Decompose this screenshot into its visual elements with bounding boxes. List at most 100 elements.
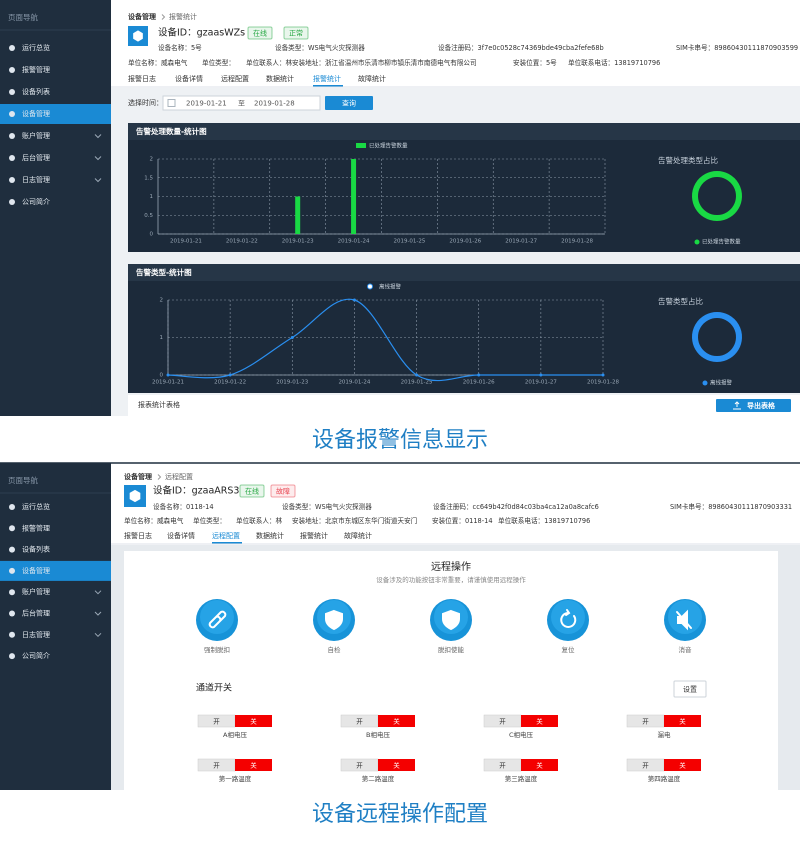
- status-tag: [283, 26, 309, 40]
- x-tick-label: 2019-01-28: [561, 239, 593, 245]
- tab[interactable]: 报警日志: [124, 531, 152, 540]
- switch-on-text[interactable]: 开: [356, 762, 363, 770]
- menu-item[interactable]: 账户管理: [22, 131, 50, 140]
- menu-icon: [9, 631, 15, 638]
- remote-button-label[interactable]: 强制脱扣: [204, 645, 230, 654]
- settings-button[interactable]: [673, 680, 707, 698]
- tab-underline: [313, 85, 343, 87]
- menu-item[interactable]: 后台管理: [22, 153, 50, 162]
- status-tag: [247, 26, 273, 40]
- remote-button-label[interactable]: 脱扣使能: [438, 645, 465, 654]
- remote-button-label[interactable]: 自检: [328, 645, 342, 654]
- tab[interactable]: 设备详情: [167, 531, 195, 540]
- switch-off-text[interactable]: 关: [536, 717, 543, 726]
- menu-icon: [9, 653, 15, 660]
- switch-on-text[interactable]: 开: [213, 718, 220, 726]
- switch-off-text[interactable]: 关: [536, 761, 543, 770]
- tab[interactable]: 故障统计: [358, 74, 386, 83]
- switch-on-part[interactable]: [235, 759, 272, 771]
- menu-item[interactable]: 运行总览: [22, 43, 50, 52]
- x-tick-label: 2019-01-23: [276, 380, 308, 386]
- pie-title: 告警类型占比: [658, 296, 703, 306]
- menu-item[interactable]: 报警管理: [22, 65, 50, 74]
- menu-item[interactable]: 运行总览: [22, 502, 50, 511]
- channel-label: C相电压: [509, 730, 534, 739]
- export-button-text[interactable]: 导出表格: [747, 401, 776, 410]
- legend-text: 离线报警: [710, 379, 733, 387]
- tab[interactable]: 报警日志: [128, 74, 156, 83]
- menu-icon: [9, 504, 15, 510]
- switch-on-part[interactable]: [521, 715, 558, 727]
- tab[interactable]: 故障统计: [344, 531, 372, 540]
- tab[interactable]: 数据统计: [266, 74, 294, 83]
- tab[interactable]: 远程配置: [212, 531, 240, 540]
- tab[interactable]: 数据统计: [256, 531, 284, 540]
- breadcrumb: 远程配置: [165, 472, 193, 481]
- tab[interactable]: 远程配置: [221, 74, 249, 83]
- tab[interactable]: 设备详情: [175, 74, 203, 83]
- x-tick-label: 2019-01-21: [152, 380, 184, 386]
- settings-button-text[interactable]: 设置: [683, 685, 697, 694]
- sidebar: [0, 0, 111, 416]
- menu-item[interactable]: 后台管理: [22, 609, 50, 618]
- switch-off-text[interactable]: 关: [393, 717, 400, 726]
- info-field: 单位联系人：林: [236, 516, 283, 525]
- tab[interactable]: 报警统计: [313, 74, 341, 83]
- chart-title: 告警处理数量-统计图: [136, 126, 207, 136]
- switch-on-text[interactable]: 开: [499, 762, 506, 770]
- switch-on-text[interactable]: 开: [642, 718, 649, 726]
- menu-item[interactable]: 报警管理: [22, 523, 50, 532]
- export-icon: [733, 401, 741, 410]
- switch-off-text[interactable]: 关: [679, 761, 686, 770]
- legend-text: 离线报警: [379, 283, 402, 291]
- info-field: SIM卡串号：89860430111870903331: [670, 502, 792, 511]
- switch-on-text[interactable]: 开: [213, 762, 220, 770]
- menu-item[interactable]: 设备管理: [22, 566, 50, 575]
- x-tick-label: 2019-01-23: [282, 239, 314, 245]
- menu-item[interactable]: 设备列表: [22, 545, 50, 554]
- chart-panel: [128, 123, 800, 252]
- point: [290, 336, 294, 339]
- menu-item[interactable]: 日志管理: [22, 630, 50, 639]
- legend-text: 已处理告警数量: [369, 142, 408, 150]
- switch-off-text[interactable]: 关: [393, 761, 400, 770]
- tab[interactable]: 报警统计: [300, 531, 328, 540]
- query-button-text[interactable]: 查询: [342, 99, 356, 108]
- switch-on-text[interactable]: 开: [356, 718, 363, 726]
- date-input: [162, 95, 321, 111]
- menu-item[interactable]: 公司简介: [22, 197, 50, 206]
- point: [601, 373, 605, 377]
- section-title: 远程操作: [431, 560, 471, 573]
- switch-on-part[interactable]: [378, 759, 415, 771]
- switch-on-part[interactable]: [378, 715, 415, 727]
- device-icon-glyph: [133, 30, 143, 42]
- menu-item[interactable]: 公司简介: [22, 651, 50, 660]
- switch-on-text[interactable]: 开: [642, 762, 649, 770]
- info-field: 设备名称：5号: [158, 43, 202, 52]
- switch-on-part[interactable]: [664, 759, 701, 771]
- switch-off-text[interactable]: 关: [250, 761, 257, 770]
- query-button[interactable]: [325, 96, 373, 110]
- switch-off-text[interactable]: 关: [679, 717, 686, 726]
- tab-underline: [212, 542, 242, 544]
- channel-label: 第一路温度: [219, 774, 252, 783]
- date-end[interactable]: 2019-01-28: [254, 100, 295, 108]
- menu-icon: [9, 589, 15, 596]
- switch-on-part[interactable]: [664, 715, 701, 727]
- point: [477, 373, 481, 377]
- switch-on-part[interactable]: [235, 715, 272, 727]
- switch-on-part[interactable]: [521, 759, 558, 771]
- remote-button-icon: [208, 610, 227, 629]
- remote-button-label[interactable]: 消音: [679, 645, 693, 654]
- menu-item[interactable]: 日志管理: [22, 175, 50, 184]
- menu-item[interactable]: 账户管理: [22, 587, 50, 596]
- sidebar-title: 页面导航: [8, 12, 38, 22]
- menu-item[interactable]: 设备列表: [22, 87, 50, 96]
- remote-button-icon: [560, 609, 577, 628]
- switch-off-text[interactable]: 关: [250, 717, 257, 726]
- switch-on-text[interactable]: 开: [499, 718, 506, 726]
- remote-button-label[interactable]: 复位: [562, 645, 576, 654]
- date-start[interactable]: 2019-01-21: [186, 100, 227, 108]
- remote-button-icon: [676, 609, 692, 631]
- menu-item[interactable]: 设备管理: [22, 109, 50, 118]
